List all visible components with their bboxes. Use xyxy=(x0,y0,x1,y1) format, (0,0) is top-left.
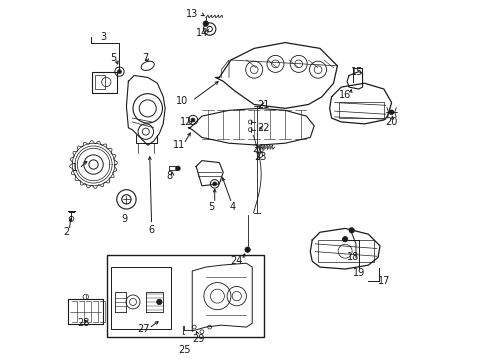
Text: 20: 20 xyxy=(385,117,397,127)
Text: 7: 7 xyxy=(142,53,149,63)
Text: 3: 3 xyxy=(100,32,106,42)
Bar xyxy=(317,240,373,262)
Text: 28: 28 xyxy=(78,318,90,328)
Text: 22: 22 xyxy=(257,123,269,133)
Bar xyxy=(107,256,264,337)
Text: 5: 5 xyxy=(208,202,214,212)
Circle shape xyxy=(342,237,347,242)
Text: 29: 29 xyxy=(191,334,204,344)
Text: 18: 18 xyxy=(346,252,358,262)
Text: 26: 26 xyxy=(251,144,264,154)
Circle shape xyxy=(212,182,216,186)
Text: 19: 19 xyxy=(352,268,364,278)
Text: 11: 11 xyxy=(172,140,184,150)
Text: 5: 5 xyxy=(109,53,116,63)
Text: 16: 16 xyxy=(338,90,350,100)
Bar xyxy=(111,267,171,329)
Circle shape xyxy=(175,166,180,171)
Text: 23: 23 xyxy=(253,152,265,162)
Circle shape xyxy=(348,228,354,233)
Text: 10: 10 xyxy=(176,96,188,105)
Circle shape xyxy=(156,299,162,305)
Text: 9: 9 xyxy=(121,214,127,224)
Text: 8: 8 xyxy=(165,171,172,181)
Bar xyxy=(95,76,105,89)
Text: 24: 24 xyxy=(230,256,243,266)
Circle shape xyxy=(388,110,393,114)
Text: 2: 2 xyxy=(63,227,69,237)
Text: 15: 15 xyxy=(350,67,362,77)
Circle shape xyxy=(203,21,208,26)
Text: 27: 27 xyxy=(137,324,150,334)
Text: 25: 25 xyxy=(178,345,190,355)
Circle shape xyxy=(244,247,250,252)
Bar xyxy=(339,102,383,118)
Circle shape xyxy=(117,70,121,73)
Text: 4: 4 xyxy=(229,202,236,212)
Text: 12: 12 xyxy=(180,117,192,127)
Text: 1: 1 xyxy=(72,163,78,174)
Text: 13: 13 xyxy=(186,9,198,19)
Bar xyxy=(91,72,117,93)
Circle shape xyxy=(191,118,195,122)
Text: 17: 17 xyxy=(377,276,389,285)
Text: 6: 6 xyxy=(148,225,154,235)
Text: 14: 14 xyxy=(195,28,207,38)
Text: 21: 21 xyxy=(257,99,269,109)
